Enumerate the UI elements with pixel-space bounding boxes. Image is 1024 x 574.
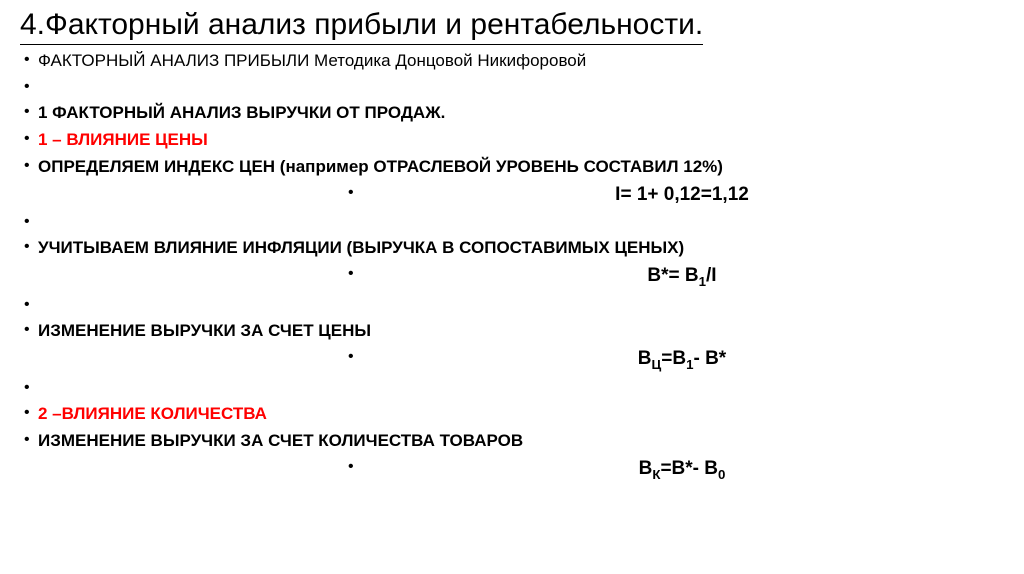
- text-line: ИЗМЕНЕНИЕ ВЫРУЧКИ ЗА СЧЕТ ЦЕНЫ: [38, 321, 371, 340]
- list-item: 1 – ВЛИЯНИЕ ЦЕНЫ: [38, 130, 1004, 150]
- empty-item: [38, 379, 1004, 397]
- content-list: ИЗМЕНЕНИЕ ВЫРУЧКИ ЗА СЧЕТ ЦЕНЫ: [20, 296, 1004, 341]
- list-item: ФАКТОРНЫЙ АНАЛИЗ ПРИБЫЛИ Методика Донцов…: [38, 51, 1004, 71]
- text-line: ИЗМЕНЕНИЕ ВЫРУЧКИ ЗА СЧЕТ КОЛИЧЕСТВА ТОВ…: [38, 431, 523, 450]
- content-list: 2 –ВЛИЯНИЕ КОЛИЧЕСТВА ИЗМЕНЕНИЕ ВЫРУЧКИ …: [20, 379, 1004, 451]
- empty-item: [38, 296, 1004, 314]
- text-line: ОПРЕДЕЛЯЕМ ИНДЕКС ЦЕН (например ОТРАСЛЕВ…: [38, 157, 723, 176]
- empty-item: [38, 78, 1004, 96]
- empty-item: [38, 213, 1004, 231]
- list-item: ИЗМЕНЕНИЕ ВЫРУЧКИ ЗА СЧЕТ ЦЕНЫ: [38, 321, 1004, 341]
- formula-line: В*= В1/I: [20, 265, 1004, 289]
- formula: I= 1+ 0,12=1,12: [615, 184, 749, 205]
- content-list: ФАКТОРНЫЙ АНАЛИЗ ПРИБЫЛИ Методика Донцов…: [20, 51, 1004, 177]
- text-line-red: 2 –ВЛИЯНИЕ КОЛИЧЕСТВА: [38, 404, 267, 423]
- text-line-red: 1 – ВЛИЯНИЕ ЦЕНЫ: [38, 130, 208, 149]
- list-item: УЧИТЫВАЕМ ВЛИЯНИЕ ИНФЛЯЦИИ (ВЫРУЧКА В СО…: [38, 238, 1004, 258]
- content-list: УЧИТЫВАЕМ ВЛИЯНИЕ ИНФЛЯЦИИ (ВЫРУЧКА В СО…: [20, 213, 1004, 258]
- list-item: ИЗМЕНЕНИЕ ВЫРУЧКИ ЗА СЧЕТ КОЛИЧЕСТВА ТОВ…: [38, 431, 1004, 451]
- slide-title: 4.Факторный анализ прибыли и рентабельно…: [20, 8, 703, 45]
- formula: ВЦ=В1- В*: [638, 348, 726, 369]
- formula: ВК=В*- В0: [639, 458, 726, 479]
- list-item: 1 ФАКТОРНЫЙ АНАЛИЗ ВЫРУЧКИ ОТ ПРОДАЖ.: [38, 103, 1004, 123]
- formula-line: ВЦ=В1- В*: [20, 348, 1004, 372]
- text-line: УЧИТЫВАЕМ ВЛИЯНИЕ ИНФЛЯЦИИ (ВЫРУЧКА В СО…: [38, 238, 684, 257]
- text-line: ФАКТОРНЫЙ АНАЛИЗ ПРИБЫЛИ Методика Донцов…: [38, 51, 586, 70]
- list-item: 2 –ВЛИЯНИЕ КОЛИЧЕСТВА: [38, 404, 1004, 424]
- formula-line: ВК=В*- В0: [20, 458, 1004, 482]
- list-item: ОПРЕДЕЛЯЕМ ИНДЕКС ЦЕН (например ОТРАСЛЕВ…: [38, 157, 1004, 177]
- text-line: 1 ФАКТОРНЫЙ АНАЛИЗ ВЫРУЧКИ ОТ ПРОДАЖ.: [38, 103, 445, 122]
- formula: В*= В1/I: [647, 265, 716, 286]
- formula-line: I= 1+ 0,12=1,12: [20, 184, 1004, 206]
